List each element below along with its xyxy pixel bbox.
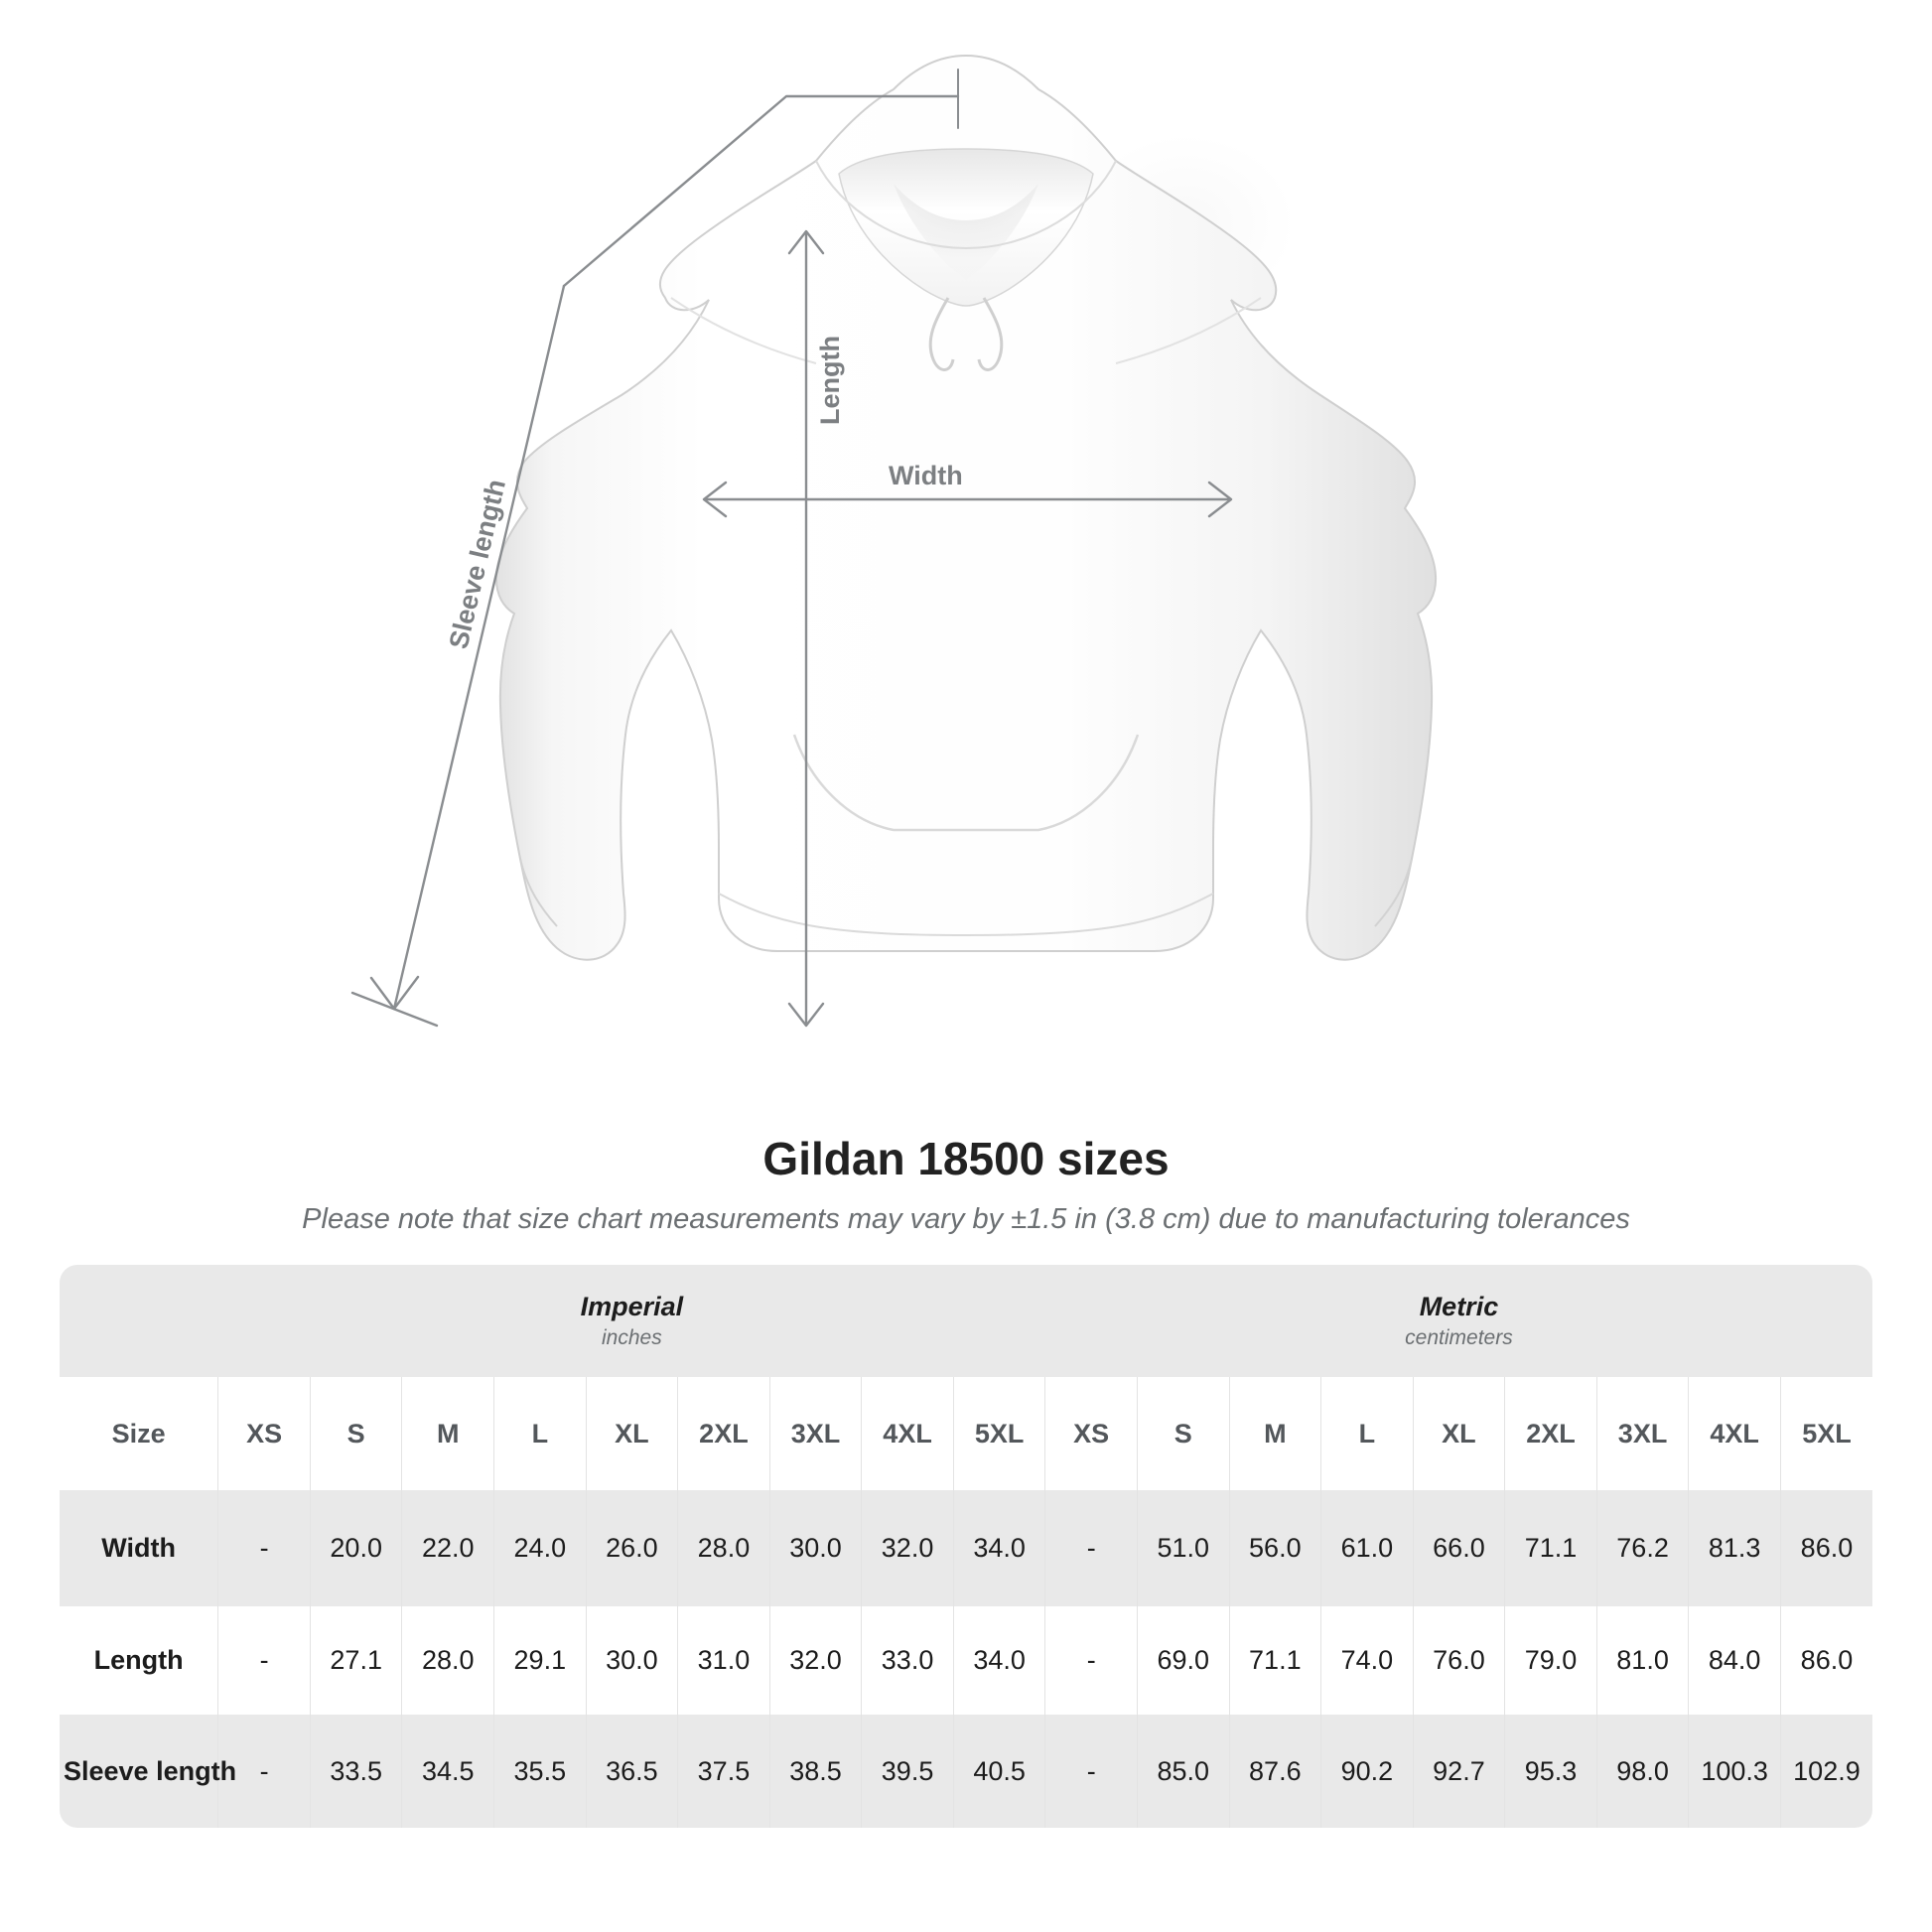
svg-text:Width: Width xyxy=(889,461,963,490)
svg-text:Length: Length xyxy=(815,336,845,425)
